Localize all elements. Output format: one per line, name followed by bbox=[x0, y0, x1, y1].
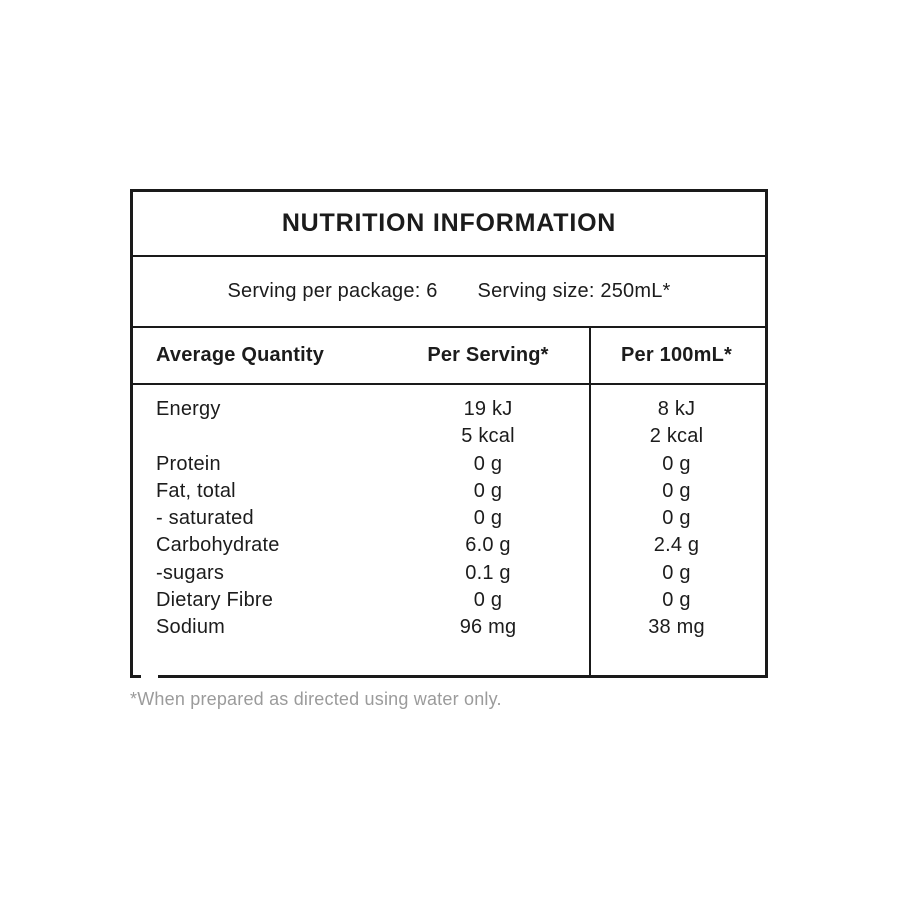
table-row-fat-total: Fat, total 0 g 0 g bbox=[133, 478, 765, 505]
panel-title: NUTRITION INFORMATION bbox=[281, 209, 617, 237]
per-100ml-value: 2 kcal bbox=[649, 425, 704, 448]
serving-info-row: Serving per package: 6 Serving size: 250… bbox=[133, 257, 765, 328]
per-serving-value: 6.0 g bbox=[465, 534, 511, 557]
per-100ml-value: 0 g bbox=[662, 479, 691, 502]
per-serving-value: 96 mg bbox=[459, 616, 517, 639]
bottom-border-gap bbox=[141, 674, 158, 681]
nutrient-name: Dietary Fibre bbox=[156, 589, 274, 612]
nutrient-name: Carbohydrate bbox=[156, 534, 280, 557]
col-header-per-100ml: Per 100mL* bbox=[621, 344, 732, 366]
per-serving-value: 19 kJ bbox=[463, 398, 513, 420]
per-100ml-value: 2.4 g bbox=[653, 534, 700, 557]
per-serving-value: 5 kcal bbox=[461, 425, 515, 448]
table-row-energy-kcal: 5 kcal 2 kcal bbox=[133, 423, 765, 450]
serving-per-package: Serving per package: 6 bbox=[227, 280, 438, 302]
col-header-per-serving: Per Serving* bbox=[427, 344, 549, 366]
panel-title-row: NUTRITION INFORMATION bbox=[133, 192, 765, 257]
nutrient-name: Fat, total bbox=[156, 479, 236, 502]
per-100ml-value: 0 g bbox=[662, 589, 691, 612]
nutrition-panel: NUTRITION INFORMATION Serving per packag… bbox=[130, 189, 768, 678]
table-row-dietary-fibre: Dietary Fibre 0 g 0 g bbox=[133, 587, 765, 614]
footnote: *When prepared as directed using water o… bbox=[130, 689, 502, 709]
per-serving-value: 0.1 g bbox=[465, 561, 511, 584]
table-row-sugars: -sugars 0.1 g 0 g bbox=[133, 560, 765, 587]
column-header-row: Average Quantity Per Serving* Per 100mL* bbox=[133, 328, 765, 385]
table-row-energy: Energy 19 kJ 8 kJ bbox=[133, 396, 765, 423]
nutrient-name: -sugars bbox=[156, 561, 225, 584]
per-100ml-value: 0 g bbox=[662, 507, 691, 530]
per-serving-value: 0 g bbox=[473, 452, 503, 475]
col-header-average-quantity: Average Quantity bbox=[156, 344, 325, 366]
table-row-carbohydrate: Carbohydrate 6.0 g 2.4 g bbox=[133, 532, 765, 559]
nutrient-name: Sodium bbox=[156, 616, 226, 639]
nutrient-name: Protein bbox=[156, 452, 221, 475]
nutrient-table: Energy 19 kJ 8 kJ 5 kcal 2 kcal Protein … bbox=[133, 385, 765, 642]
serving-size: Serving size: 250mL* bbox=[477, 280, 671, 302]
per-serving-value: 0 g bbox=[473, 589, 503, 612]
column-divider-line bbox=[589, 328, 591, 675]
per-serving-value: 0 g bbox=[473, 479, 503, 502]
per-100ml-value: 38 mg bbox=[648, 616, 705, 639]
per-100ml-value: 8 kJ bbox=[657, 398, 696, 420]
per-serving-value: 0 g bbox=[473, 507, 503, 530]
per-100ml-value: 0 g bbox=[662, 561, 691, 584]
table-row-saturated: - saturated 0 g 0 g bbox=[133, 505, 765, 532]
nutrient-name bbox=[133, 423, 388, 450]
nutrient-name: Energy bbox=[156, 398, 221, 420]
table-row-protein: Protein 0 g 0 g bbox=[133, 451, 765, 478]
per-100ml-value: 0 g bbox=[662, 452, 691, 475]
table-row-sodium: Sodium 96 mg 38 mg bbox=[133, 614, 765, 641]
nutrient-name: - saturated bbox=[156, 507, 254, 530]
